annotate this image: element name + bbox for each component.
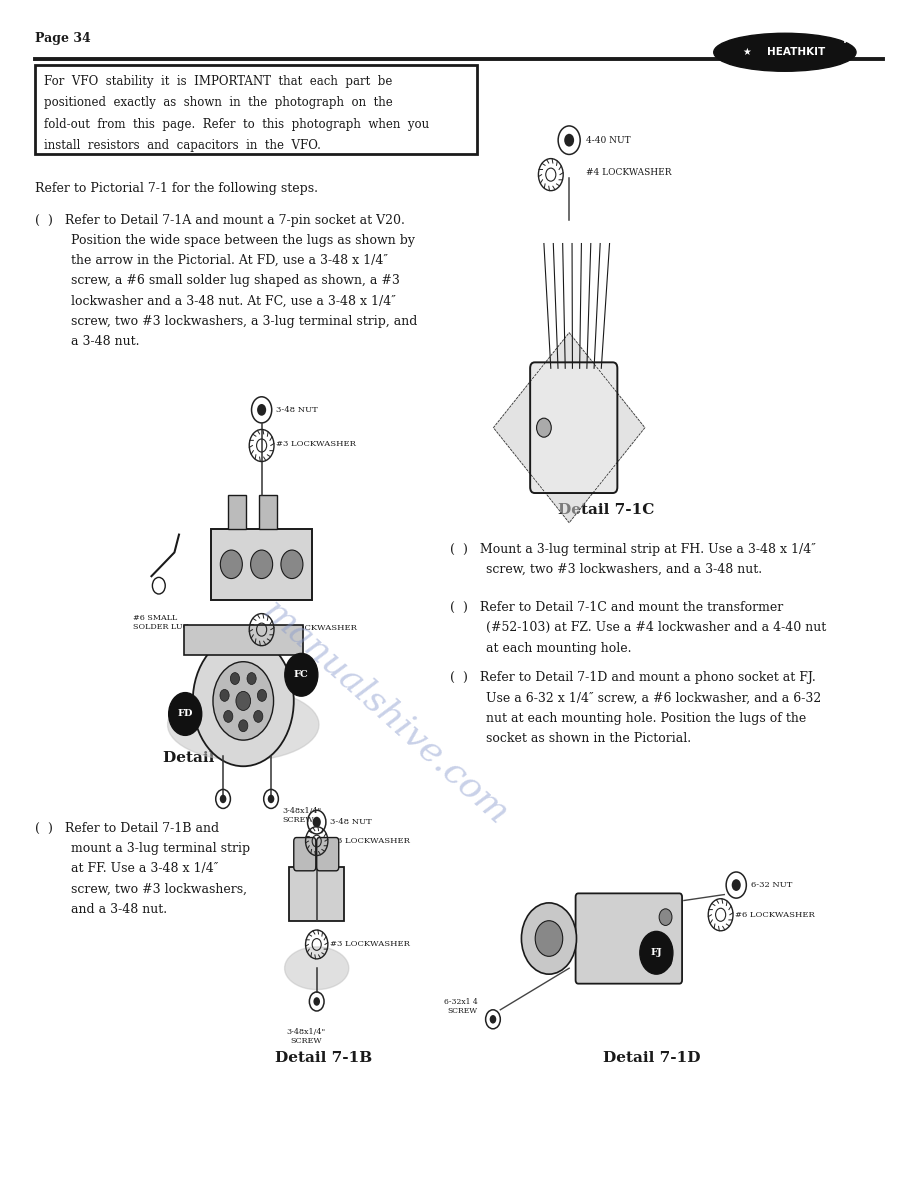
Text: manualshive.com: manualshive.com — [256, 594, 515, 832]
Circle shape — [257, 689, 266, 701]
Circle shape — [239, 720, 248, 732]
Circle shape — [313, 997, 320, 1006]
Text: (  )   Refer to Detail 7-1D and mount a phono socket at FJ.: ( ) Refer to Detail 7-1D and mount a pho… — [450, 671, 815, 684]
Circle shape — [281, 550, 303, 579]
Text: ★: ★ — [742, 48, 751, 57]
Text: For  VFO  stability  it  is  IMPORTANT  that  each  part  be: For VFO stability it is IMPORTANT that e… — [44, 75, 392, 88]
Text: the arrow in the Pictorial. At FD, use a 3-48 x 1/4″: the arrow in the Pictorial. At FD, use a… — [35, 254, 388, 267]
Circle shape — [257, 404, 266, 416]
Circle shape — [659, 909, 672, 925]
Text: 3-48 NUT: 3-48 NUT — [276, 406, 318, 413]
Bar — [211, 529, 312, 600]
Circle shape — [312, 817, 321, 827]
Text: lockwasher and a 3-48 nut. At FC, use a 3-48 x 1/4″: lockwasher and a 3-48 nut. At FC, use a … — [35, 295, 396, 308]
Circle shape — [220, 689, 230, 701]
Bar — [35, 65, 477, 154]
Text: fold-out  from  this  page.  Refer  to  this  photograph  when  you: fold-out from this page. Refer to this p… — [44, 118, 430, 131]
Circle shape — [285, 653, 318, 696]
Text: Detail 7-1B: Detail 7-1B — [274, 1051, 372, 1066]
Text: (  )   Mount a 3-lug terminal strip at FH. Use a 3-48 x 1/4″: ( ) Mount a 3-lug terminal strip at FH. … — [450, 543, 816, 556]
Text: Detail 7-1A: Detail 7-1A — [163, 751, 259, 765]
Text: (#52-103) at FZ. Use a #4 lockwasher and a 4-40 nut: (#52-103) at FZ. Use a #4 lockwasher and… — [450, 621, 826, 634]
Text: screw, two #3 lockwashers,: screw, two #3 lockwashers, — [35, 883, 247, 896]
Text: #6 SMALL
SOLDER LUG: #6 SMALL SOLDER LUG — [133, 614, 189, 631]
FancyBboxPatch shape — [317, 838, 339, 871]
Text: a 3-48 nut.: a 3-48 nut. — [35, 335, 140, 348]
FancyBboxPatch shape — [294, 838, 316, 871]
Text: FJ: FJ — [651, 948, 662, 958]
Text: (  )   Refer to Detail 7-1C and mount the transformer: ( ) Refer to Detail 7-1C and mount the t… — [450, 601, 783, 614]
Circle shape — [521, 903, 577, 974]
Text: mount a 3-lug terminal strip: mount a 3-lug terminal strip — [35, 842, 250, 855]
Circle shape — [268, 795, 274, 803]
Text: FC: FC — [294, 670, 308, 680]
Text: at FF. Use a 3-48 x 1/4″: at FF. Use a 3-48 x 1/4″ — [35, 862, 218, 876]
Text: 3-48x1/4"
SCREW: 3-48x1/4" SCREW — [282, 807, 321, 824]
Text: #4 LOCKWASHER: #4 LOCKWASHER — [586, 168, 671, 177]
Text: socket as shown in the Pictorial.: socket as shown in the Pictorial. — [450, 732, 691, 745]
Circle shape — [535, 921, 563, 956]
Text: at each mounting hole.: at each mounting hole. — [450, 642, 632, 655]
FancyBboxPatch shape — [531, 362, 618, 493]
Text: 3-48 NUT: 3-48 NUT — [330, 819, 372, 826]
Text: screw, a #6 small solder lug shaped as shown, a #3: screw, a #6 small solder lug shaped as s… — [35, 274, 399, 287]
FancyBboxPatch shape — [576, 893, 682, 984]
Text: screw, two #3 lockwashers, and a 3-48 nut.: screw, two #3 lockwashers, and a 3-48 nu… — [450, 563, 762, 576]
Text: and a 3-48 nut.: and a 3-48 nut. — [35, 903, 167, 916]
Circle shape — [247, 672, 256, 684]
Circle shape — [537, 418, 552, 437]
Text: #6 LOCKWASHER: #6 LOCKWASHER — [735, 911, 815, 918]
Circle shape — [236, 691, 251, 710]
Text: Refer to Pictorial 7-1 for the following steps.: Refer to Pictorial 7-1 for the following… — [35, 182, 318, 195]
Text: HEATHKIT: HEATHKIT — [767, 48, 825, 57]
Bar — [289, 867, 344, 921]
Text: Detail 7-1D: Detail 7-1D — [603, 1051, 700, 1066]
Circle shape — [489, 1015, 497, 1024]
Circle shape — [565, 134, 574, 146]
Circle shape — [659, 952, 672, 968]
Text: install  resistors  and  capacitors  in  the  VFO.: install resistors and capacitors in the … — [44, 139, 321, 152]
Circle shape — [253, 710, 263, 722]
Circle shape — [251, 550, 273, 579]
Bar — [228, 495, 246, 529]
Text: #3 LOCKWASHER: #3 LOCKWASHER — [276, 441, 356, 448]
Circle shape — [220, 550, 242, 579]
Text: #3 LOCKWASHER: #3 LOCKWASHER — [277, 625, 357, 632]
Text: (  )   Refer to Detail 7-1B and: ( ) Refer to Detail 7-1B and — [35, 822, 219, 835]
Text: 6-32 NUT: 6-32 NUT — [751, 881, 792, 889]
Text: •: • — [843, 39, 846, 46]
Text: Page 34: Page 34 — [35, 32, 91, 45]
Text: screw, two #3 lockwashers, a 3-lug terminal strip, and: screw, two #3 lockwashers, a 3-lug termi… — [35, 315, 418, 328]
Circle shape — [224, 710, 233, 722]
Text: (  )   Refer to Detail 7-1A and mount a 7-pin socket at V20.: ( ) Refer to Detail 7-1A and mount a 7-p… — [35, 214, 405, 227]
Ellipse shape — [714, 33, 856, 71]
Polygon shape — [494, 333, 644, 523]
Circle shape — [219, 795, 227, 803]
Text: 4-40 NUT: 4-40 NUT — [586, 135, 631, 145]
Text: 6-32x1 4
SCREW: 6-32x1 4 SCREW — [443, 998, 477, 1015]
Circle shape — [169, 693, 202, 735]
Text: nut at each mounting hole. Position the lugs of the: nut at each mounting hole. Position the … — [450, 712, 806, 725]
Text: 3-48x1/4"
SCREW: 3-48x1/4" SCREW — [286, 1028, 325, 1044]
Text: Position the wide space between the lugs as shown by: Position the wide space between the lugs… — [35, 234, 415, 247]
Text: positioned  exactly  as  shown  in  the  photograph  on  the: positioned exactly as shown in the photo… — [44, 96, 393, 109]
Circle shape — [230, 672, 240, 684]
Text: FD: FD — [177, 709, 193, 719]
Text: Use a 6-32 x 1/4″ screw, a #6 lockwasher, and a 6-32: Use a 6-32 x 1/4″ screw, a #6 lockwasher… — [450, 691, 821, 704]
Circle shape — [193, 636, 294, 766]
Text: Detail 7-1C: Detail 7-1C — [558, 503, 654, 517]
Circle shape — [732, 879, 741, 891]
Circle shape — [640, 931, 673, 974]
Text: #3 LOCKWASHER: #3 LOCKWASHER — [330, 838, 410, 845]
Circle shape — [213, 662, 274, 740]
Polygon shape — [285, 947, 349, 990]
Polygon shape — [168, 689, 319, 760]
Bar — [184, 625, 303, 656]
Bar — [259, 495, 277, 529]
Text: #3 LOCKWASHER: #3 LOCKWASHER — [330, 941, 410, 948]
